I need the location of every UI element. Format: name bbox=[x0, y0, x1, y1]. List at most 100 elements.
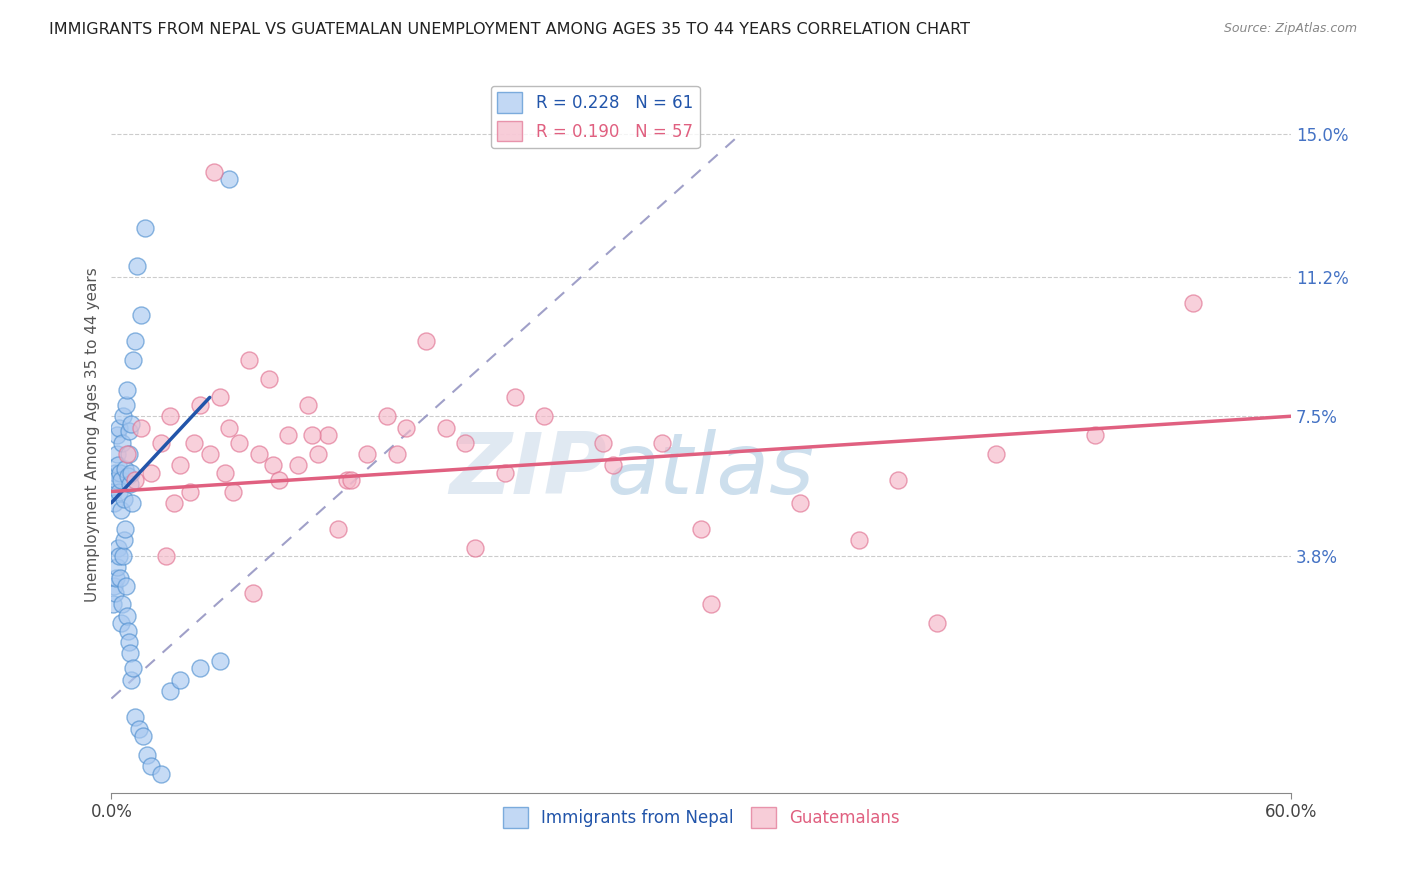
Point bbox=[115, 608, 138, 623]
Point bbox=[592, 435, 614, 450]
Point bbox=[494, 466, 516, 480]
Point bbox=[129, 420, 152, 434]
Point bbox=[117, 624, 139, 638]
Point bbox=[107, 458, 129, 472]
Point bbox=[115, 579, 138, 593]
Point bbox=[110, 571, 132, 585]
Point bbox=[214, 466, 236, 480]
Point bbox=[155, 549, 177, 563]
Point bbox=[103, 598, 125, 612]
Point bbox=[848, 533, 870, 548]
Text: IMMIGRANTS FROM NEPAL VS GUATEMALAN UNEMPLOYMENT AMONG AGES 35 TO 44 YEARS CORRE: IMMIGRANTS FROM NEPAL VS GUATEMALAN UNEM… bbox=[49, 22, 970, 37]
Point bbox=[287, 458, 309, 472]
Point bbox=[112, 409, 135, 424]
Point bbox=[222, 484, 245, 499]
Point bbox=[887, 473, 910, 487]
Point bbox=[117, 469, 139, 483]
Point bbox=[415, 334, 437, 348]
Point bbox=[118, 425, 141, 439]
Point bbox=[120, 417, 142, 431]
Point bbox=[121, 496, 143, 510]
Point bbox=[789, 496, 811, 510]
Point bbox=[120, 477, 142, 491]
Point bbox=[179, 484, 201, 499]
Point bbox=[122, 352, 145, 367]
Point bbox=[262, 458, 284, 472]
Point bbox=[247, 447, 270, 461]
Point bbox=[169, 673, 191, 687]
Point bbox=[242, 586, 264, 600]
Point bbox=[108, 549, 131, 563]
Point bbox=[927, 616, 949, 631]
Point bbox=[104, 586, 127, 600]
Point bbox=[125, 259, 148, 273]
Point bbox=[135, 747, 157, 762]
Point bbox=[326, 522, 349, 536]
Point bbox=[103, 484, 125, 499]
Point bbox=[134, 221, 156, 235]
Point bbox=[124, 473, 146, 487]
Point bbox=[105, 447, 128, 461]
Point bbox=[602, 458, 624, 472]
Point bbox=[115, 383, 138, 397]
Point bbox=[188, 398, 211, 412]
Point bbox=[159, 684, 181, 698]
Point bbox=[238, 352, 260, 367]
Point bbox=[132, 729, 155, 743]
Point bbox=[120, 673, 142, 687]
Point bbox=[277, 428, 299, 442]
Point bbox=[120, 646, 142, 660]
Point bbox=[111, 598, 134, 612]
Point bbox=[124, 710, 146, 724]
Point bbox=[110, 466, 132, 480]
Point bbox=[267, 473, 290, 487]
Point bbox=[700, 598, 723, 612]
Point bbox=[208, 391, 231, 405]
Point bbox=[307, 447, 329, 461]
Point bbox=[356, 447, 378, 461]
Legend: Immigrants from Nepal, Guatemalans: Immigrants from Nepal, Guatemalans bbox=[496, 801, 907, 834]
Point bbox=[218, 172, 240, 186]
Point bbox=[105, 559, 128, 574]
Point bbox=[112, 549, 135, 563]
Point bbox=[105, 473, 128, 487]
Point bbox=[110, 473, 132, 487]
Point bbox=[1181, 296, 1204, 310]
Point bbox=[395, 420, 418, 434]
Point bbox=[163, 496, 186, 510]
Point bbox=[986, 447, 1008, 461]
Point bbox=[297, 398, 319, 412]
Point bbox=[434, 420, 457, 434]
Point bbox=[112, 491, 135, 506]
Point bbox=[112, 533, 135, 548]
Point bbox=[110, 616, 132, 631]
Point bbox=[104, 466, 127, 480]
Point bbox=[651, 435, 673, 450]
Point bbox=[115, 447, 138, 461]
Point bbox=[105, 571, 128, 585]
Point bbox=[218, 420, 240, 434]
Point bbox=[103, 496, 125, 510]
Point bbox=[114, 462, 136, 476]
Point bbox=[139, 759, 162, 773]
Point bbox=[115, 398, 138, 412]
Point bbox=[114, 522, 136, 536]
Point bbox=[464, 541, 486, 555]
Point bbox=[128, 722, 150, 736]
Point bbox=[188, 661, 211, 675]
Point bbox=[149, 767, 172, 781]
Point bbox=[202, 164, 225, 178]
Text: atlas: atlas bbox=[607, 429, 815, 512]
Point bbox=[105, 428, 128, 442]
Point bbox=[103, 579, 125, 593]
Point bbox=[316, 428, 339, 442]
Point bbox=[159, 409, 181, 424]
Point bbox=[124, 334, 146, 348]
Text: ZIP: ZIP bbox=[450, 429, 607, 512]
Point bbox=[198, 447, 221, 461]
Point bbox=[118, 635, 141, 649]
Point bbox=[129, 308, 152, 322]
Point bbox=[336, 473, 359, 487]
Point bbox=[375, 409, 398, 424]
Point bbox=[1084, 428, 1107, 442]
